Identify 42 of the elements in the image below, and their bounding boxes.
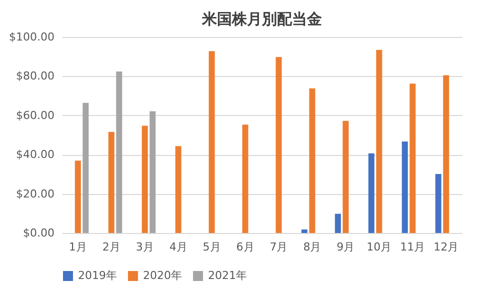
bar xyxy=(116,71,122,233)
bar xyxy=(443,75,450,233)
bar xyxy=(82,102,89,233)
x-tick-label: 11月 xyxy=(400,240,426,254)
bar xyxy=(410,84,416,233)
bar xyxy=(276,56,282,233)
bar xyxy=(208,51,215,233)
y-tick-label: $80.00 xyxy=(16,70,54,83)
x-tick-label: 3月 xyxy=(136,240,154,254)
y-tick-label: $100.00 xyxy=(9,30,54,44)
legend-label: 2021年 xyxy=(208,269,247,282)
bar xyxy=(334,214,341,233)
legend-label: 2019年 xyxy=(78,269,117,282)
bar xyxy=(402,141,408,233)
bar xyxy=(368,153,374,233)
bar xyxy=(242,124,248,233)
x-tick-label: 8月 xyxy=(303,240,322,254)
bar xyxy=(301,229,308,233)
x-tick-label: 9月 xyxy=(336,240,355,254)
y-tick-label: $20.00 xyxy=(16,187,54,200)
x-tick-label: 2月 xyxy=(102,240,120,254)
bar xyxy=(74,160,81,233)
bar xyxy=(342,120,349,233)
y-tick-label: $40.00 xyxy=(16,148,54,162)
bar xyxy=(150,111,156,233)
x-tick-label: 12月 xyxy=(434,240,459,254)
x-tick-label: 6月 xyxy=(236,240,254,254)
bar xyxy=(376,50,382,233)
x-tick-label: 5月 xyxy=(202,240,221,254)
legend-label: 2020年 xyxy=(143,269,182,282)
x-tick-label: 10月 xyxy=(366,240,392,254)
bar xyxy=(435,174,442,233)
x-tick-label: 1月 xyxy=(68,240,87,254)
bar xyxy=(175,146,182,233)
bar xyxy=(142,126,148,233)
chart-title: 米国株月別配当金 xyxy=(201,10,322,28)
y-tick-label: $0.00 xyxy=(23,226,54,240)
y-tick-label: $60.00 xyxy=(16,108,54,122)
x-tick-label: 4月 xyxy=(169,240,188,254)
bar xyxy=(108,132,114,233)
x-tick-label: 7月 xyxy=(270,240,288,254)
bar xyxy=(309,88,316,233)
